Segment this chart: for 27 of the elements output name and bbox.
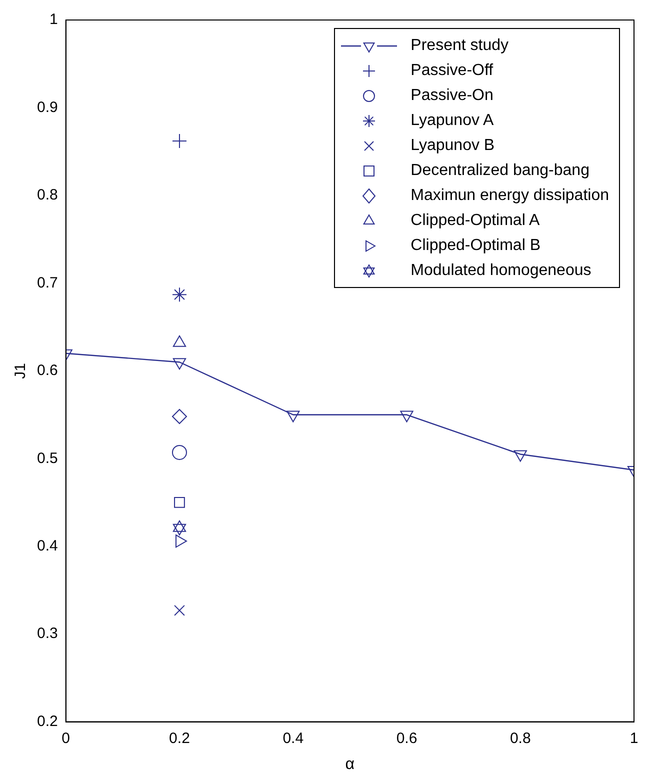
y-tick-label: 0.3 (36, 625, 58, 642)
legend-label: Modulated homogeneous (410, 262, 592, 280)
y-tick-label: 0.4 (36, 537, 58, 554)
x-tick-label: 0.2 (169, 730, 190, 747)
legend-label: Lyapunov B (410, 136, 495, 154)
legend-label: Clipped-Optimal B (410, 236, 540, 254)
legend-label: Passive-On (410, 86, 494, 104)
x-tick-label: 0.6 (396, 730, 418, 747)
x-tick-label: 1 (630, 730, 638, 747)
legend-label: Maximun energy dissipation (410, 186, 609, 204)
x-tick-label: 0.8 (510, 730, 531, 747)
legend-label: Lyapunov A (410, 112, 494, 130)
legend-label: Present study (410, 36, 508, 54)
y-tick-label: 0.6 (36, 362, 58, 380)
y-tick-label: 0.8 (36, 186, 58, 204)
y-tick-label: 0.2 (36, 712, 58, 730)
y-axis-title: J1 (12, 362, 30, 379)
y-tick-label: 0.9 (36, 98, 58, 116)
legend-label: Decentralized bang-bang (410, 162, 590, 180)
y-tick-label: 1 (50, 11, 58, 28)
y-tick-label: 0.5 (36, 450, 58, 467)
x-axis-title: α (345, 756, 355, 773)
y-tick-label: 0.7 (36, 274, 58, 292)
x-tick-label: 0.4 (282, 730, 304, 747)
legend-label: Clipped-Optimal A (410, 212, 540, 230)
x-tick-label: 0 (62, 730, 70, 747)
legend-label: Passive-Off (410, 62, 494, 80)
